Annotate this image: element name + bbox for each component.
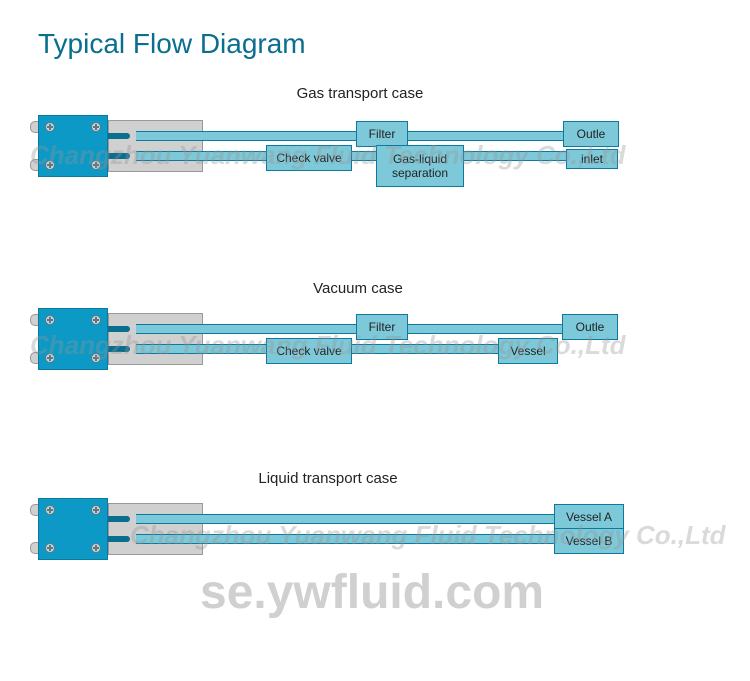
watermark-company: Changzhou Yuanwang Fluid Technology Co.,… — [30, 140, 626, 171]
watermark-company: Changzhou Yuanwang Fluid Technology Co.,… — [30, 330, 626, 361]
case-2-label: Vacuum case — [258, 280, 458, 297]
watermark-company: Changzhou Yuanwang Fluid Technology Co.,… — [130, 520, 726, 551]
screw-icon — [91, 543, 101, 553]
screw-icon — [45, 122, 55, 132]
screw-icon — [45, 505, 55, 515]
pump-port — [108, 536, 130, 542]
page-title: Typical Flow Diagram — [38, 28, 306, 60]
pump-port — [108, 133, 130, 139]
screw-icon — [45, 543, 55, 553]
pump-port — [108, 516, 130, 522]
case-3-label: Liquid transport case — [228, 470, 428, 487]
screw-icon — [91, 505, 101, 515]
screw-icon — [91, 122, 101, 132]
pump-body — [38, 498, 108, 560]
case-1-label: Gas transport case — [260, 85, 460, 102]
screw-icon — [45, 315, 55, 325]
screw-icon — [91, 315, 101, 325]
watermark-url: se.ywfluid.com — [200, 565, 544, 620]
